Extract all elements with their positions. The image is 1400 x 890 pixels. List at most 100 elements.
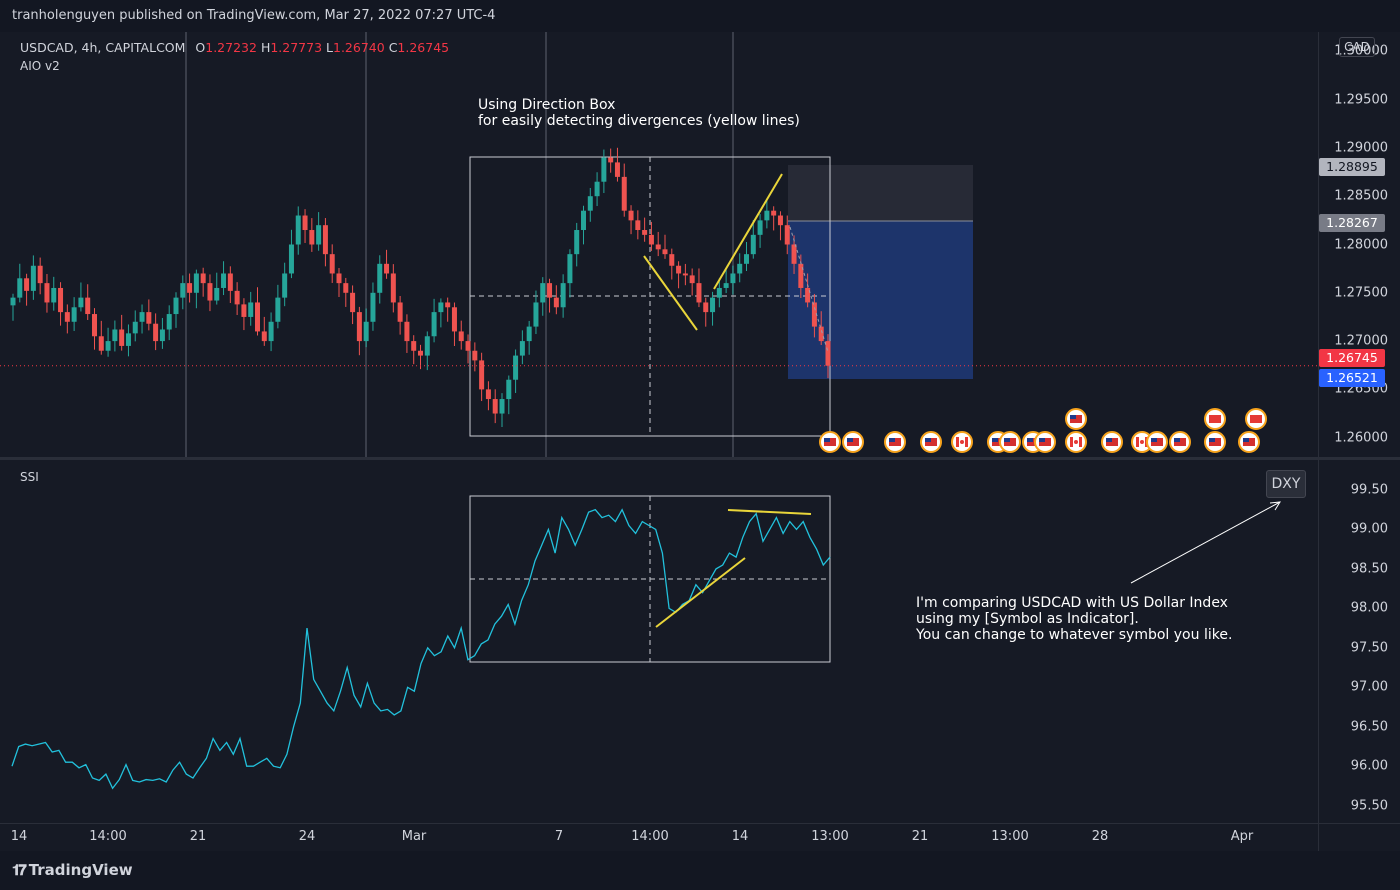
price-axis[interactable]: 1.30000 1.29500 1.29000 1.28500 1.28000 1.275…	[1318, 32, 1400, 457]
candle-body	[132, 321, 138, 334]
candle-body	[791, 244, 797, 264]
candle	[553, 285, 559, 315]
candle	[519, 330, 525, 365]
currency-badge[interactable]: CAD	[1339, 37, 1375, 57]
canada-flag-icon	[1245, 408, 1267, 430]
flag-canton	[1039, 438, 1045, 442]
flag-stripe	[1079, 437, 1082, 447]
candle-body	[112, 329, 118, 342]
time-tick: 13:00	[811, 829, 849, 844]
candle	[397, 295, 403, 335]
time-axis[interactable]: 14 14:00 21 24 Mar 7 14:00 14 13:00 21 13:00 28 Apr	[0, 823, 1318, 851]
candle-body	[180, 283, 186, 298]
ssi-legend[interactable]: SSI	[20, 470, 39, 484]
candle-body	[200, 273, 206, 284]
candle	[200, 267, 206, 297]
candle	[526, 320, 532, 355]
time-tick: 13:00	[991, 829, 1029, 844]
candle-body	[92, 314, 97, 337]
candle	[98, 320, 104, 355]
candle-body	[187, 283, 193, 293]
direction-box-annotation: Using Direction Box for easily detecting…	[478, 97, 800, 129]
candle-body	[309, 230, 315, 245]
candle	[540, 277, 546, 316]
candle	[506, 375, 512, 415]
us-flag-icon	[1065, 408, 1087, 430]
candle	[533, 290, 539, 335]
us-flag-icon	[819, 431, 841, 453]
candle	[350, 285, 356, 325]
ssi-chart[interactable]	[0, 460, 1318, 823]
us-flag-icon	[1101, 431, 1123, 453]
us-flag-icon	[1146, 431, 1168, 453]
candle	[689, 268, 695, 296]
candle-body	[730, 273, 736, 284]
canada-flag-icon	[1065, 431, 1087, 453]
candle-body	[241, 304, 247, 317]
candle	[764, 199, 770, 229]
candle-body	[492, 399, 498, 414]
candle	[221, 261, 227, 296]
annotation-arrow-head	[1269, 501, 1281, 511]
low-value: 1.26740	[333, 40, 385, 55]
time-tick: 21	[911, 829, 929, 844]
candle	[451, 302, 457, 346]
indicator-pane[interactable]: SSI I'm comparing USDCAD with US Dollar …	[0, 460, 1318, 823]
candle	[465, 334, 471, 364]
us-flag-icon	[1034, 431, 1056, 453]
candle	[268, 312, 274, 352]
candle-body	[248, 302, 254, 317]
candle-body	[533, 302, 539, 327]
indicator-legend-aio[interactable]: AIO v2	[20, 59, 60, 73]
candle	[805, 273, 811, 308]
candle	[363, 308, 369, 348]
candle	[302, 209, 308, 243]
candle-body	[805, 287, 811, 303]
flag-canton	[1004, 438, 1010, 442]
candle-body	[614, 162, 620, 177]
tradingview-logo[interactable]: 𝟏𝟕 TradingView	[12, 861, 133, 879]
pane-separator[interactable]	[0, 457, 1400, 460]
candle	[438, 298, 444, 328]
candle-body	[676, 265, 682, 274]
candle-body	[255, 302, 260, 332]
flag-canton	[1027, 438, 1033, 442]
candle-body	[105, 341, 111, 351]
close-value: 1.26745	[397, 40, 450, 55]
flag-canton	[1209, 438, 1215, 442]
price-tick: 1.27000	[1334, 333, 1388, 349]
candle-body	[553, 297, 559, 308]
candle-body	[737, 263, 743, 274]
symbol-info[interactable]: USDCAD, 4h, CAPITALCOM	[20, 40, 186, 55]
candle	[621, 163, 627, 217]
indicator-axis[interactable]: 99.50 99.00 98.50 98.00 97.50 97.00 96.50 96.00…	[1318, 460, 1400, 823]
candle	[316, 212, 322, 251]
candle	[730, 265, 736, 295]
indicator-tick: 98.50	[1350, 561, 1388, 577]
candle-body	[696, 283, 702, 303]
indicator-tick: 96.00	[1350, 758, 1388, 774]
candle	[159, 317, 165, 349]
candle-body	[451, 307, 457, 332]
candle-body	[139, 312, 145, 322]
candle	[241, 298, 247, 331]
price-pane[interactable]: USDCAD, 4h, CAPITALCOM O1.27232 H1.27773…	[0, 32, 1318, 457]
candle	[594, 172, 600, 207]
publish-info: tranholenguyen published on TradingView.…	[0, 0, 1400, 32]
candle	[207, 274, 213, 312]
candle	[601, 149, 607, 194]
candle	[356, 306, 362, 356]
candle	[153, 313, 159, 351]
candle-body	[757, 220, 763, 235]
candle	[499, 393, 505, 427]
compare-annotation: I'm comparing USDCAD with US Dollar Inde…	[916, 595, 1233, 643]
price-chart[interactable]	[0, 32, 1318, 457]
canada-flag-icon	[951, 431, 973, 453]
candle	[648, 221, 654, 251]
candle	[825, 334, 831, 379]
candle	[485, 381, 491, 411]
flag-stripe	[956, 437, 959, 447]
candle-body	[261, 331, 267, 342]
candle-body	[85, 297, 91, 315]
symbol-badge-dxy[interactable]: DXY	[1266, 470, 1306, 498]
